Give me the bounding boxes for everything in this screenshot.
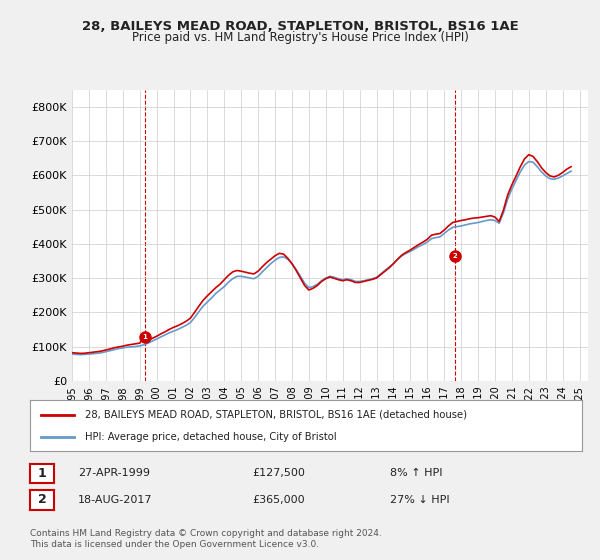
Text: 1: 1 [143,334,148,340]
Text: £365,000: £365,000 [252,494,305,505]
Text: 18-AUG-2017: 18-AUG-2017 [78,494,152,505]
Text: 2: 2 [38,493,46,506]
Text: 28, BAILEYS MEAD ROAD, STAPLETON, BRISTOL, BS16 1AE (detached house): 28, BAILEYS MEAD ROAD, STAPLETON, BRISTO… [85,409,467,419]
Text: 2: 2 [452,253,457,259]
Text: 8% ↑ HPI: 8% ↑ HPI [390,468,443,478]
Text: 1: 1 [38,467,46,480]
Text: 28, BAILEYS MEAD ROAD, STAPLETON, BRISTOL, BS16 1AE: 28, BAILEYS MEAD ROAD, STAPLETON, BRISTO… [82,20,518,32]
Text: £127,500: £127,500 [252,468,305,478]
Text: HPI: Average price, detached house, City of Bristol: HPI: Average price, detached house, City… [85,432,337,442]
Text: Price paid vs. HM Land Registry's House Price Index (HPI): Price paid vs. HM Land Registry's House … [131,31,469,44]
Text: 27% ↓ HPI: 27% ↓ HPI [390,494,449,505]
Text: Contains HM Land Registry data © Crown copyright and database right 2024.
This d: Contains HM Land Registry data © Crown c… [30,529,382,549]
Text: 27-APR-1999: 27-APR-1999 [78,468,150,478]
